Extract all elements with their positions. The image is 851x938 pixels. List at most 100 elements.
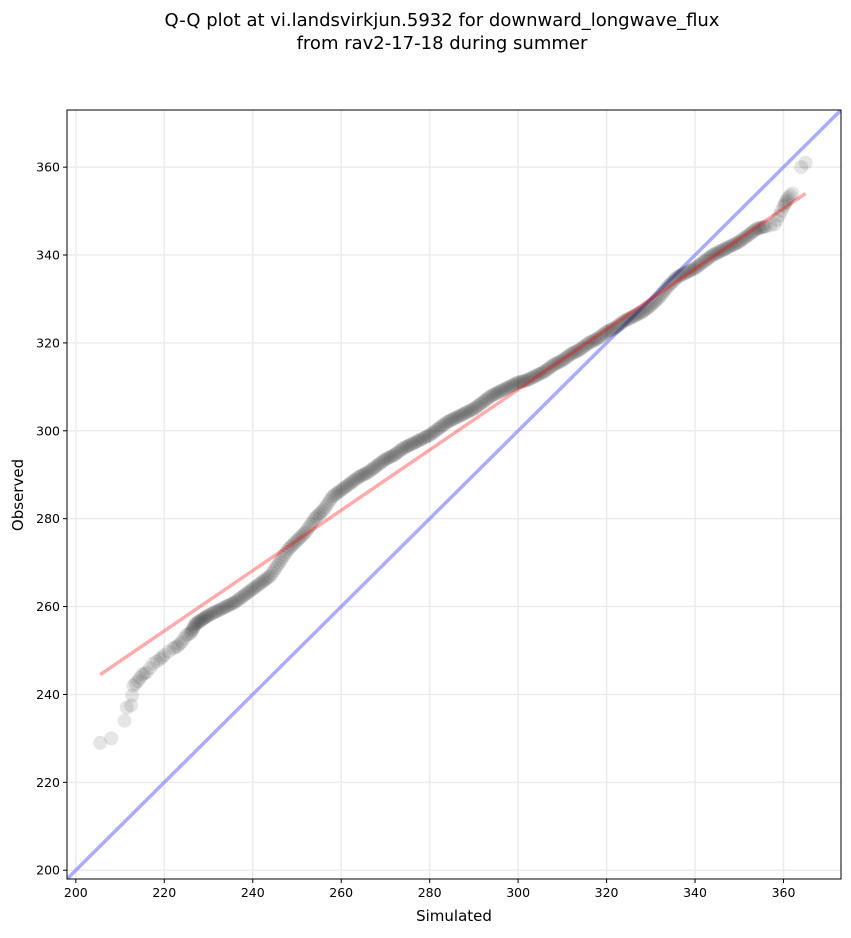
data-point <box>798 155 813 170</box>
data-point <box>344 475 359 490</box>
data-point <box>268 560 283 575</box>
data-point <box>468 400 483 415</box>
data-point <box>265 566 280 581</box>
y-tick-label: 340 <box>36 248 60 263</box>
data-point <box>378 452 393 467</box>
data-point <box>297 526 312 541</box>
data-point <box>126 678 141 693</box>
data-point <box>647 295 662 310</box>
data-point <box>777 197 792 212</box>
data-point <box>422 428 437 443</box>
data-point <box>481 391 496 406</box>
data-point <box>772 208 787 223</box>
data-point <box>447 411 462 426</box>
data-point <box>624 310 639 325</box>
data-point <box>443 413 458 428</box>
data-point <box>668 271 683 286</box>
data-point <box>279 545 294 560</box>
data-point <box>312 506 327 521</box>
data-point <box>284 538 299 553</box>
data-point <box>728 236 743 251</box>
data-point <box>523 371 538 386</box>
fit-line <box>99 192 807 677</box>
data-point <box>187 618 202 633</box>
data-point <box>373 456 388 471</box>
data-point <box>314 504 329 519</box>
data-point <box>748 222 763 237</box>
data-point <box>461 404 476 419</box>
data-point <box>737 230 752 245</box>
data-point <box>495 383 510 398</box>
data-point <box>233 591 248 606</box>
data-point <box>424 426 439 441</box>
data-point <box>504 378 519 393</box>
data-point <box>739 229 754 244</box>
data-point <box>675 267 690 282</box>
data-point <box>360 465 375 480</box>
data-point <box>210 603 225 618</box>
data-point <box>166 641 181 656</box>
data-point <box>184 624 199 639</box>
data-point <box>452 408 467 423</box>
data-point <box>435 418 450 433</box>
data-point <box>470 399 485 414</box>
data-point <box>364 462 379 477</box>
data-point <box>546 357 561 372</box>
data-point <box>293 530 308 545</box>
data-point <box>627 308 642 323</box>
data-point <box>567 345 582 360</box>
data-point <box>631 306 646 321</box>
data-point <box>353 469 368 484</box>
data-point <box>615 315 630 330</box>
data-point <box>535 365 550 380</box>
data-point <box>172 636 187 651</box>
data-point <box>420 429 435 444</box>
data-point <box>236 588 251 603</box>
chart-title-line2: from rav2-17-18 during summer <box>297 33 588 54</box>
data-point <box>649 293 664 308</box>
data-point <box>179 628 194 643</box>
data-point <box>477 393 492 408</box>
y-tick-label: 240 <box>36 687 60 702</box>
data-point <box>783 188 798 203</box>
data-point <box>374 454 389 469</box>
data-point <box>419 429 434 444</box>
x-tick-label: 320 <box>595 885 619 900</box>
data-point <box>684 262 699 277</box>
data-point <box>327 488 342 503</box>
data-point <box>339 479 354 494</box>
data-point <box>220 598 235 613</box>
data-point <box>334 483 349 498</box>
data-point <box>634 305 649 320</box>
data-point <box>440 414 455 429</box>
data-point <box>689 259 704 274</box>
data-point <box>252 576 267 591</box>
data-point <box>512 375 527 390</box>
data-point <box>222 597 237 612</box>
data-point <box>413 432 428 447</box>
data-point <box>633 306 648 321</box>
data-point <box>643 298 658 313</box>
data-point <box>316 502 331 517</box>
y-tick-label: 220 <box>36 775 60 790</box>
data-point <box>433 420 448 435</box>
data-point <box>702 250 717 265</box>
data-point <box>348 472 363 487</box>
data-point <box>463 403 478 418</box>
identity-line <box>67 110 841 879</box>
data-point <box>725 238 740 253</box>
data-point <box>746 224 761 239</box>
data-point <box>135 667 150 682</box>
data-point <box>587 333 602 348</box>
data-point <box>417 430 432 445</box>
data-point <box>328 487 343 502</box>
data-point <box>412 433 427 448</box>
data-point <box>245 581 260 596</box>
data-point <box>149 654 164 669</box>
y-tick-label: 360 <box>36 160 60 175</box>
data-point <box>390 445 405 460</box>
data-point <box>560 349 575 364</box>
data-point <box>527 369 542 384</box>
x-tick-label: 200 <box>64 885 88 900</box>
data-point <box>394 442 409 457</box>
